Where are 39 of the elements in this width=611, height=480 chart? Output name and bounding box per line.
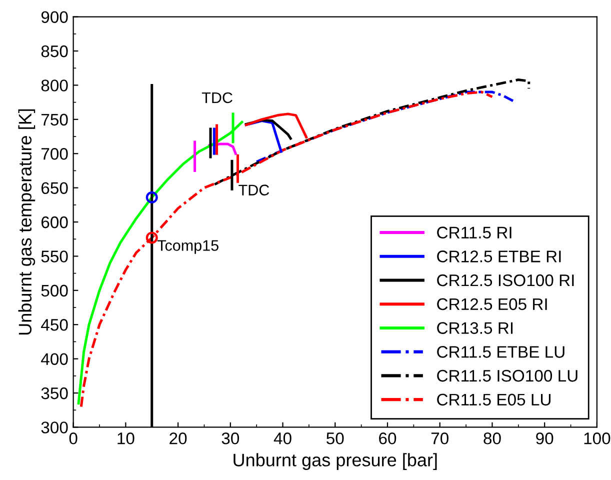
- x-tick-label: 40: [274, 432, 292, 444]
- annotation: TDC: [238, 184, 270, 196]
- y-tick-label: 750: [42, 114, 68, 126]
- y-tick-label: 350: [41, 387, 68, 400]
- x-tick-label: 90: [536, 432, 554, 444]
- y-tick-label: 550: [41, 250, 68, 262]
- y-tick-label: 300: [41, 422, 68, 434]
- legend-label: CR11.5 RI: [437, 226, 512, 238]
- y-tick-label: 850: [41, 45, 68, 58]
- legend-label: CR11.5 E05 LU: [437, 394, 550, 406]
- annotation: Tcomp15: [157, 240, 218, 254]
- y-axis-title: Unburnt gas temperature [K]: [18, 109, 36, 335]
- y-tick-label: 600: [42, 216, 68, 228]
- x-tick-label: 0: [69, 432, 78, 444]
- x-axis-title: Unburnt gas presure [bar]: [234, 453, 437, 470]
- y-tick-label: 450: [41, 319, 68, 331]
- legend-label: CR12.5 ISO100 RI: [437, 274, 574, 286]
- x-tick-label: 60: [379, 432, 396, 444]
- line-series: [244, 112, 308, 138]
- x-tick-label: 20: [170, 432, 187, 444]
- x-tick-label: 10: [118, 432, 134, 444]
- y-tick-label: 700: [42, 148, 68, 160]
- y-tick-label: 650: [42, 182, 68, 194]
- legend-label: CR12.5 ETBE RI: [437, 250, 561, 262]
- x-tick-label: 50: [326, 432, 344, 444]
- x-tick-label: 30: [222, 432, 240, 444]
- y-tick-label: 800: [41, 80, 68, 92]
- legend-label: CR13.5 RI: [437, 322, 513, 334]
- legend-label: CR11.5 ETBE LU: [437, 346, 564, 358]
- x-tick-label: 100: [584, 432, 610, 444]
- y-tick-label: 900: [41, 11, 68, 24]
- line-series: [80, 90, 494, 408]
- x-tick-label: 80: [484, 432, 501, 444]
- legend-label: CR11.5 ISO100 LU: [437, 370, 578, 382]
- y-tick-label: 500: [41, 284, 68, 297]
- legend-label: CR12.5 E05 RI: [437, 298, 547, 310]
- annotation: TDC: [202, 92, 232, 104]
- x-tick-label: 70: [431, 432, 448, 444]
- y-tick-label: 400: [41, 353, 68, 366]
